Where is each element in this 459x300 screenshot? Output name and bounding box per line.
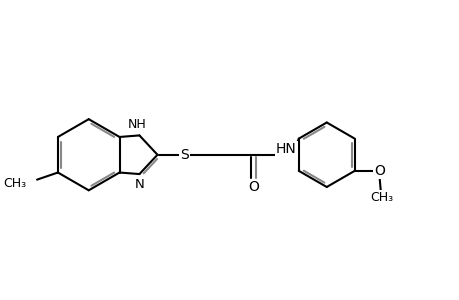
Text: CH₃: CH₃ bbox=[3, 177, 26, 190]
Text: O: O bbox=[247, 181, 258, 194]
Text: O: O bbox=[373, 164, 384, 178]
Text: CH₃: CH₃ bbox=[370, 191, 393, 204]
Text: NH: NH bbox=[128, 118, 146, 131]
Text: S: S bbox=[180, 148, 189, 162]
Text: HN: HN bbox=[275, 142, 296, 156]
Text: N: N bbox=[134, 178, 144, 191]
